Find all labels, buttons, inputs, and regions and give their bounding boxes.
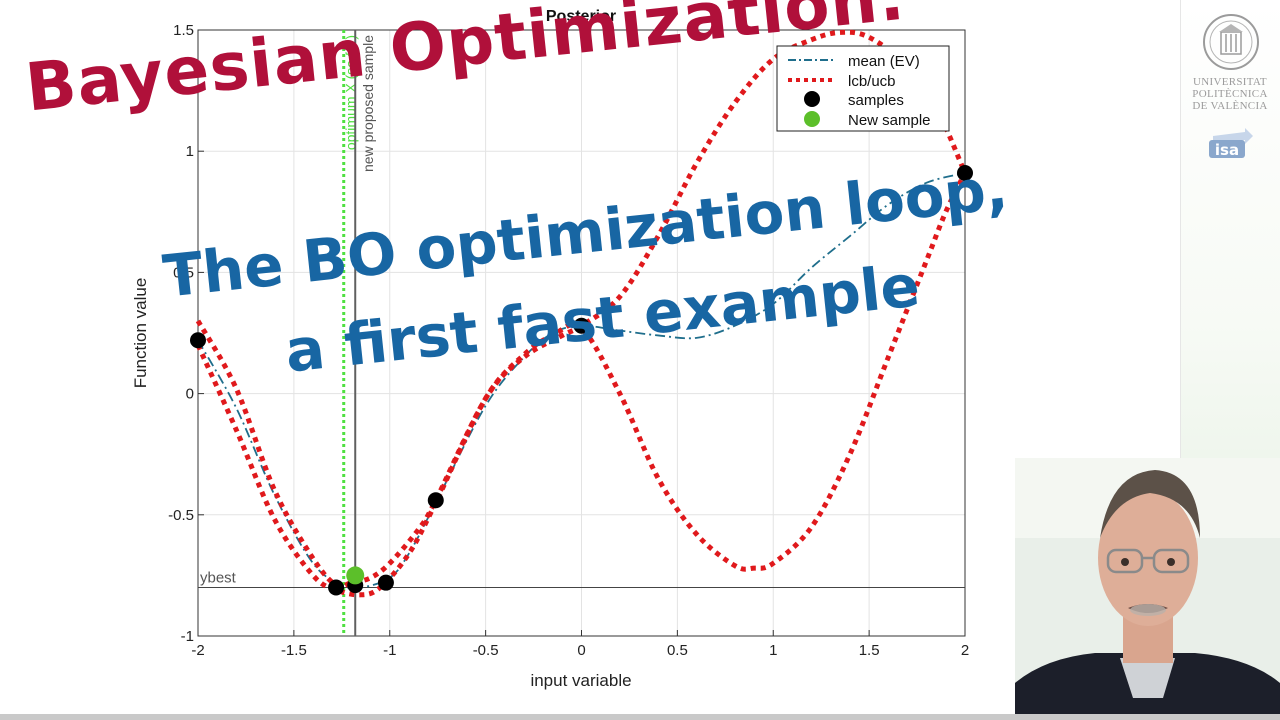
y-tick-label-5: 1.5 bbox=[173, 22, 194, 39]
presenter-webcam bbox=[1015, 458, 1280, 720]
x-tick-label-8: 2 bbox=[961, 642, 969, 659]
chart-title: Posterior bbox=[546, 8, 616, 25]
university-seal-icon bbox=[1203, 14, 1259, 70]
presenter-portrait-icon bbox=[1015, 458, 1280, 720]
legend-new-sample-marker bbox=[804, 111, 820, 127]
x-tick-label-7: 1.5 bbox=[859, 642, 880, 659]
sample-point-0 bbox=[190, 332, 206, 349]
x-tick-label-0: -2 bbox=[191, 642, 204, 659]
new-sample-point bbox=[346, 566, 365, 585]
x-axis-label: input variable bbox=[530, 671, 631, 690]
bottom-bar bbox=[0, 714, 1280, 720]
university-name-line-2: POLITÈCNICA bbox=[1192, 88, 1268, 100]
y-tick-label-1: -0.5 bbox=[168, 507, 194, 524]
sample-point-5 bbox=[573, 317, 590, 334]
y-tick-label-2: 0 bbox=[186, 386, 194, 403]
x-tick-label-4: 0 bbox=[577, 642, 585, 659]
legend-label-bounds: lcb/ucb bbox=[848, 73, 896, 90]
x-tick-label-6: 1 bbox=[769, 642, 777, 659]
university-name: UNIVERSITAT POLITÈCNICA DE VALÈNCIA bbox=[1180, 76, 1280, 112]
y-tick-label-4: 1 bbox=[186, 143, 194, 160]
proposal-line-label: new proposed sample bbox=[360, 35, 376, 172]
sample-point-1 bbox=[328, 579, 345, 596]
legend-label-new-sample: New sample bbox=[848, 112, 931, 129]
y-tick-label-3: 0.5 bbox=[173, 264, 194, 281]
x-tick-label-2: -1 bbox=[383, 642, 396, 659]
y-axis-label: Function value bbox=[131, 278, 150, 389]
y-tick-label-0: -1 bbox=[181, 628, 194, 645]
isa-logo-icon: isa bbox=[1209, 128, 1253, 159]
university-name-line-1: UNIVERSITAT bbox=[1193, 76, 1267, 88]
legend: mean (EV) lcb/ucb samples New sample bbox=[776, 45, 950, 132]
university-name-line-3: DE VALÈNCIA bbox=[1192, 100, 1268, 112]
ticks-layer: -2 -1.5 -1 -0.5 0 0.5 1 1.5 2 -1 -0.5 0 0.5 1 1.5 bbox=[168, 22, 969, 659]
legend-samples-marker bbox=[804, 91, 820, 107]
sample-point-3 bbox=[377, 574, 394, 591]
sample-point-6 bbox=[957, 165, 973, 182]
ybest-label: ybest bbox=[200, 570, 237, 587]
x-tick-label-5: 0.5 bbox=[667, 642, 688, 659]
legend-label-mean: mean (EV) bbox=[848, 53, 920, 70]
isa-logo-text: isa bbox=[1215, 141, 1239, 159]
x-tick-label-3: -0.5 bbox=[473, 642, 499, 659]
legend-label-samples: samples bbox=[848, 92, 904, 109]
x-tick-label-1: -1.5 bbox=[281, 642, 307, 659]
marks-layer bbox=[190, 165, 973, 596]
sample-point-4 bbox=[427, 492, 444, 509]
